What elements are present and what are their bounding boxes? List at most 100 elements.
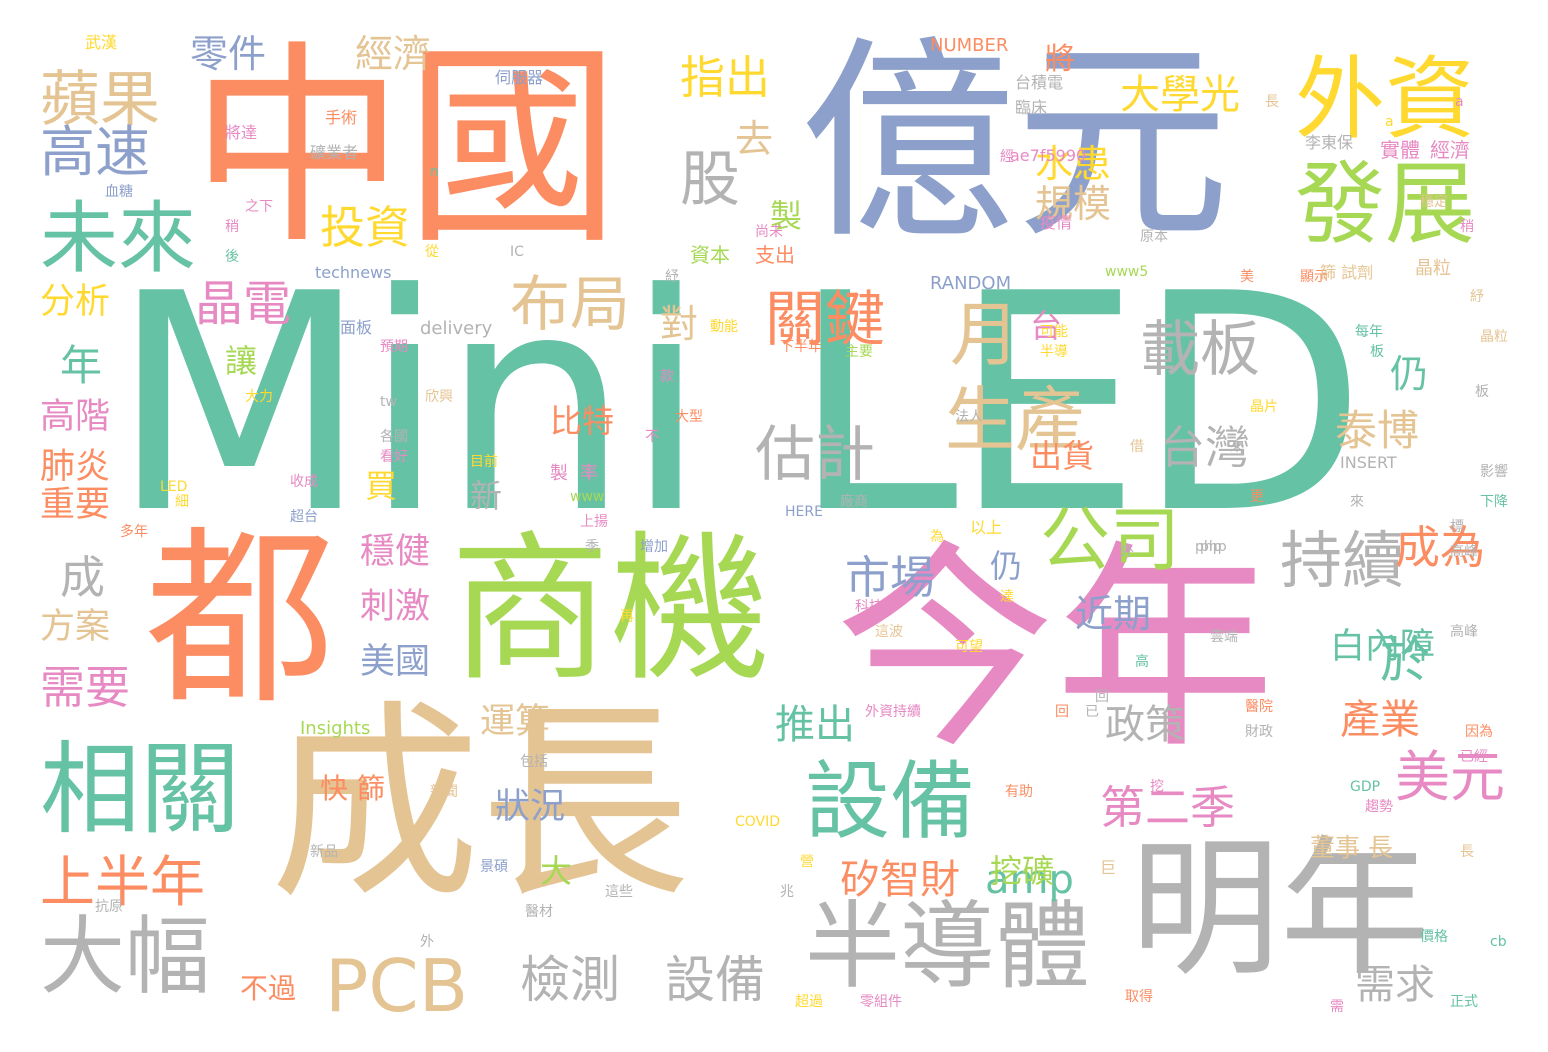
word-small: 挖 (1150, 779, 1164, 795)
word-steady: 穩健 (360, 532, 431, 572)
word-chairman: 董事 長 (1310, 833, 1393, 862)
word-production: 生產 (945, 379, 1085, 461)
word-let: 讓 (225, 342, 258, 380)
word-buy: 買 (365, 467, 398, 505)
word-small: 增加 (640, 539, 668, 555)
word-small: 雲端 (1210, 629, 1238, 645)
word-small: 板 (1370, 344, 1384, 360)
word-policy: 政策 (1105, 702, 1185, 748)
word-small: 達 (1000, 589, 1014, 605)
word-small: 高峰 (1450, 624, 1478, 640)
word-small: 晶粒 (1480, 329, 1508, 345)
word-largan: 大學光 (1120, 72, 1240, 118)
word-small: 預期 (380, 339, 408, 355)
word-small: INSERT (1340, 453, 1397, 472)
word-china: 中國 (190, 22, 620, 273)
word-small: 原本 (1140, 229, 1168, 245)
word-small: 趨勢 (1365, 799, 1393, 815)
word-this-year: 今年 (835, 522, 1276, 778)
word-next-year: 明年 (1130, 823, 1431, 997)
word-small: 醫材 (525, 904, 553, 920)
word-small: 超過 (795, 994, 823, 1010)
word-taibo: 泰博 (1335, 406, 1420, 455)
word-small: 新聞 (430, 784, 458, 800)
word-small: 半導 (1040, 344, 1068, 360)
word-small: 經 (1000, 149, 1014, 165)
word-shipment: 出貨 (1030, 437, 1095, 475)
word-small: 晶粒 (1415, 258, 1451, 279)
word-small: 篩 試劑 (1320, 263, 1374, 282)
word-small: 顯示 (1300, 269, 1328, 285)
word-small: 稍 (1460, 219, 1474, 235)
word-small: 包括 (520, 754, 548, 770)
word-small: 超台 (290, 509, 318, 525)
word-small: 血糖 (105, 184, 133, 200)
word-small: 疫情 (1040, 213, 1073, 232)
word-small: 各國 (380, 429, 408, 445)
word-small: 需 (1330, 999, 1344, 1015)
word-development: 發展 (1295, 152, 1475, 257)
word-will: 將 (1045, 42, 1075, 77)
word-small: technews (315, 263, 392, 282)
word-bit: 比特 (550, 402, 615, 440)
word-small: 下半年 (780, 339, 822, 355)
word-growth: 成長 (270, 682, 691, 927)
word-small: 醫院 (1245, 699, 1273, 715)
word-small: 標 (1450, 519, 1464, 535)
word-small: n (430, 164, 439, 180)
word-small: 稍 (225, 219, 239, 235)
word-small: 外 (420, 934, 434, 950)
word-small: 細 (175, 494, 189, 510)
word-small: 這些 (605, 884, 633, 900)
word-small: 看好 (380, 449, 408, 465)
word-apple: 蘋果 (40, 65, 160, 135)
word-equipment-2: 設備 (665, 951, 765, 1009)
word-small: 後 (225, 249, 239, 265)
word-small: 來 (1350, 494, 1364, 510)
word-small: 季 (585, 539, 599, 555)
word-small: 法人 (955, 409, 983, 425)
word-small: 財政 (1245, 724, 1273, 740)
word-small: 外資持續 (865, 704, 921, 720)
word-small: 資本 (690, 243, 730, 267)
word-small: 從 (425, 244, 439, 260)
word-pcb: PCB (325, 944, 469, 1028)
word-small: RANDOM (930, 273, 1012, 294)
word-small: 製 (550, 463, 568, 484)
word-small: cb (1490, 934, 1507, 950)
word-market: 市場 (845, 551, 936, 604)
word-make: 製 (770, 197, 803, 235)
word-small: 武漢 (85, 33, 118, 52)
word-small: 以上 (970, 518, 1003, 537)
word-small: 率 (580, 463, 598, 484)
word-small: delivery (420, 318, 493, 339)
word-taiwan: 台灣 (1160, 421, 1251, 474)
word-small: 正式 (1450, 994, 1478, 1010)
word-small: 穩定 (1420, 194, 1448, 210)
word-small: 零組件 (860, 994, 902, 1010)
word-investment: 投資 (320, 201, 411, 254)
word-small: 經濟 (1430, 138, 1470, 162)
word-to: 對 (660, 302, 699, 346)
word-small: 伺服器 (495, 68, 544, 87)
word-small: 每年 (1355, 324, 1383, 340)
word-epistar: 晶電 (195, 276, 292, 332)
word-small: 巨 (1100, 858, 1117, 877)
word-inspection: 檢測 (520, 951, 620, 1009)
word-big: 大 (540, 852, 573, 890)
word-year: 年 (60, 341, 103, 390)
word-small: 欣興 (425, 389, 453, 405)
word-small: 紓 (1470, 289, 1484, 305)
word-billion: 億元 (800, 17, 1230, 268)
word-small: 營 (800, 854, 814, 870)
word-layout: 布局 (510, 270, 630, 340)
word-still: 仍 (990, 547, 1023, 585)
word-small: 抗原 (95, 899, 123, 915)
word-small: 大力 (245, 389, 273, 405)
word-small: 廠商 (840, 494, 868, 510)
word-small: 已經 (1460, 749, 1488, 765)
word-new: 新 (470, 477, 503, 515)
word-small: 長 (1265, 94, 1279, 110)
word-small: 可望 (955, 639, 983, 655)
word-cataract: 白內障 (1330, 627, 1436, 667)
